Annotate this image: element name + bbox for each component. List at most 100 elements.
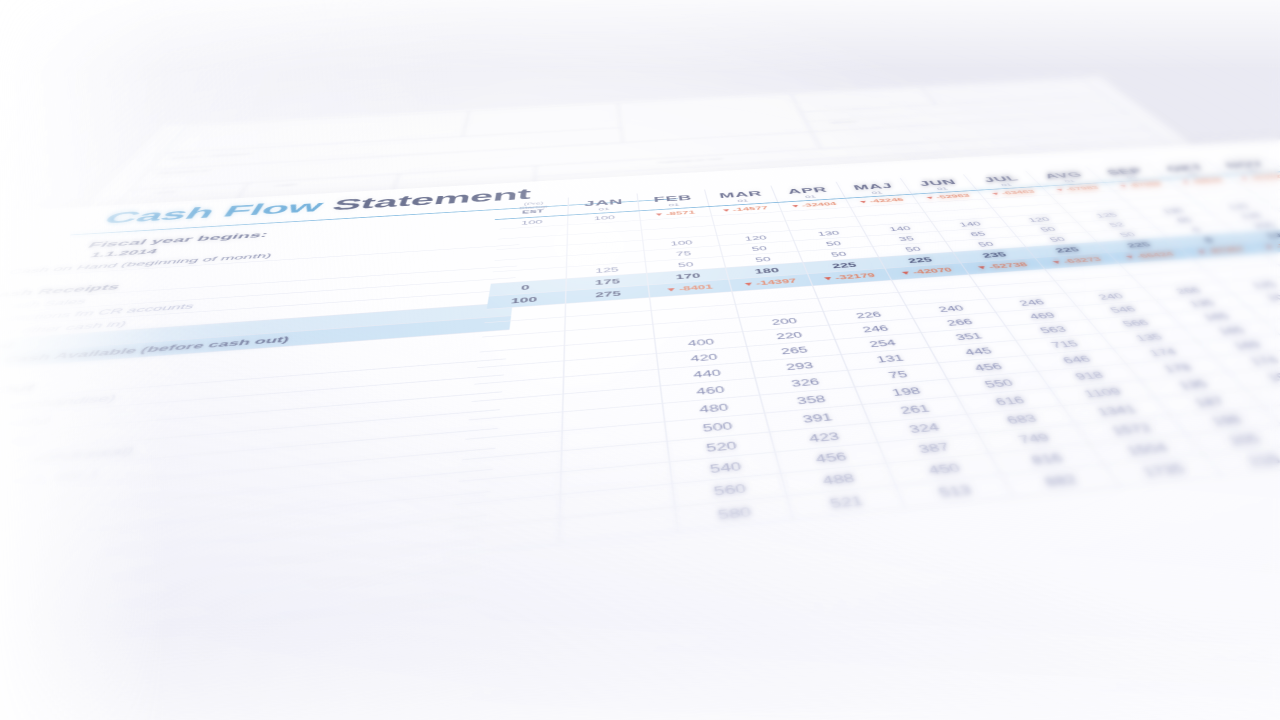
- table-cell: -63273: [1034, 252, 1120, 269]
- table-cell: 563: [1005, 319, 1101, 341]
- table-cell: 240: [905, 299, 997, 319]
- table-cell: 220: [742, 325, 836, 347]
- table-cell: 488: [780, 463, 897, 496]
- table-cell: -14397: [728, 274, 814, 292]
- row-label: Accounting & legal: [0, 567, 482, 695]
- table-cell: 169: [1196, 334, 1280, 357]
- table-cell: [474, 346, 561, 368]
- cell-value: -52963: [934, 193, 972, 200]
- table-cell: [566, 220, 642, 235]
- table-cell: [917, 199, 993, 212]
- table-row: [482, 243, 1280, 338]
- month-name: FEB: [653, 193, 693, 204]
- table-cell: 225: [878, 252, 962, 269]
- table-cell: 275: [564, 285, 651, 304]
- est-line3: EST: [521, 208, 544, 215]
- table-cell: 560: [671, 473, 788, 507]
- table-cell: 120: [999, 212, 1078, 227]
- table-cell: [812, 280, 899, 299]
- table-cell: [561, 386, 664, 412]
- table-cell: 50: [644, 256, 727, 273]
- negative-marker-icon: [1125, 255, 1136, 259]
- table-cell: 566: [1087, 313, 1183, 334]
- table-cell: [566, 240, 645, 256]
- table-cell: 683: [966, 405, 1076, 433]
- month-name: JAN: [584, 197, 624, 208]
- table-cell: 0: [520, 283, 530, 292]
- table-cell: 50: [719, 240, 799, 257]
- table-cell: [469, 378, 560, 402]
- cell-value: -63273: [1061, 256, 1104, 265]
- table-cell: [561, 403, 666, 431]
- table-row: [484, 233, 1280, 324]
- column-header-jan: JAN 01: [567, 193, 640, 215]
- cell-value: -8571: [665, 209, 696, 217]
- table-cell: 100: [567, 211, 641, 225]
- table-row: 100120130140140120125130120125302: [494, 187, 1280, 261]
- table-cell: [562, 369, 661, 394]
- table-cell: 120: [1199, 200, 1277, 214]
- table-row: 7550503565505265126205648: [492, 195, 1280, 273]
- table-cell: 201: [1244, 381, 1280, 407]
- table-cell: [496, 225, 565, 239]
- negative-marker-icon: [656, 213, 663, 216]
- table-cell: 1341: [1061, 397, 1171, 424]
- cell-value: -87968: [1126, 181, 1164, 188]
- table-cell: 216: [1203, 445, 1280, 476]
- negative-marker-icon: [723, 208, 731, 212]
- table-cell: 358: [759, 387, 863, 413]
- table-cell: -8571: [638, 206, 713, 221]
- cell-value: -66424: [1133, 251, 1177, 260]
- row-label-text: Total: [0, 340, 18, 353]
- row-label: [0, 245, 520, 290]
- table-cell: 198: [854, 379, 958, 405]
- table-cell: 423: [769, 423, 879, 452]
- cash-flow-sheet: Cash Flow Statement Fiscal year begins: …: [0, 134, 1280, 720]
- negative-marker-icon: [992, 192, 1000, 195]
- row-label: Cash Paid Out: [0, 343, 508, 410]
- cell-value: -8401: [678, 283, 714, 293]
- row-label-text: Cash Paid Out: [0, 381, 40, 407]
- table-cell: [459, 432, 558, 460]
- table-cell: [897, 286, 987, 305]
- row-label: Cash Sales: [0, 266, 517, 316]
- cell-value: -87357: [1205, 246, 1248, 255]
- month-year: 01: [736, 198, 749, 204]
- table-cell: 170: [646, 267, 730, 285]
- table-cell: 140: [930, 217, 1009, 232]
- table-cell: 205: [1276, 204, 1280, 219]
- table-cell: 52: [1076, 217, 1157, 232]
- table-cell: -384926: [1249, 238, 1280, 254]
- table-cell: [817, 292, 907, 312]
- table-cell: 174: [1212, 349, 1280, 373]
- table-cell: 816: [988, 444, 1105, 475]
- table-cell: [463, 413, 559, 440]
- column-header-apr: APR 01: [770, 181, 846, 203]
- table-row: 480358198550918178174102218127091396: [463, 314, 1280, 440]
- table-cell: 225: [1025, 242, 1109, 258]
- table-cell: [565, 250, 646, 267]
- table-cell: 180: [725, 262, 809, 280]
- table-cell: -52738: [960, 258, 1046, 275]
- negative-marker-icon: [1264, 245, 1275, 249]
- table-cell: 225: [802, 257, 886, 274]
- table-cell: 225: [1096, 237, 1180, 253]
- row-label: Outside services: [0, 448, 496, 541]
- table-cell: 616: [956, 388, 1063, 414]
- table-cell: 135: [1236, 228, 1280, 243]
- table-cell: 400: [653, 331, 748, 354]
- month-name: MAR: [718, 189, 764, 200]
- cell-value: -32179: [833, 272, 877, 281]
- table-cell: 196: [1228, 365, 1280, 389]
- table-cell: [1130, 269, 1219, 288]
- table-cell: 261: [861, 396, 968, 423]
- table-cell: 456: [937, 355, 1039, 379]
- negative-marker-icon: [901, 271, 911, 275]
- cell-value: -42246: [868, 197, 905, 204]
- table-cell: [850, 203, 925, 217]
- table-cell: 50: [1086, 227, 1168, 242]
- table-cell: 205: [1186, 425, 1280, 455]
- table-cell: -42246: [845, 194, 919, 208]
- row-label-text: Gross wages (exact withdrawal): [0, 444, 138, 482]
- table-cell: 50: [793, 236, 873, 252]
